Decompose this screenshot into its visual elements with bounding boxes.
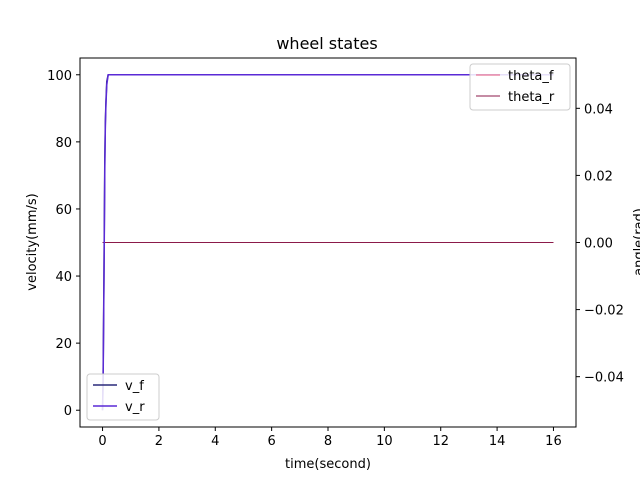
x-tick-label: 2 xyxy=(155,434,163,449)
x-tick-label: 10 xyxy=(376,434,393,449)
y-axis-right: −0.04 −0.02 0.00 0.02 0.04 xyxy=(576,102,624,386)
x-axis-label: time(second) xyxy=(285,457,371,472)
y-left-tick-label: 40 xyxy=(55,270,72,285)
x-tick-label: 4 xyxy=(211,434,219,449)
y-right-tick-label: 0.00 xyxy=(584,237,613,252)
x-tick-label: 8 xyxy=(324,434,332,449)
legend-label-theta_r: theta_r xyxy=(508,90,555,105)
y-left-tick-label: 100 xyxy=(47,69,72,84)
x-tick-label: 0 xyxy=(98,434,106,449)
series-line-v_r xyxy=(101,74,554,411)
chart-title: wheel states xyxy=(276,34,377,53)
legend-label-v_r: v_r xyxy=(125,400,145,415)
y-left-tick-label: 20 xyxy=(55,337,72,352)
legend-velocity: v_f v_r xyxy=(86,373,160,421)
x-tick-label: 12 xyxy=(432,434,449,449)
x-tick-label: 6 xyxy=(267,434,275,449)
x-tick-label: 14 xyxy=(489,434,506,449)
legend-angle: theta_f theta_r xyxy=(469,63,571,111)
legend-box xyxy=(86,373,160,421)
y-right-tick-label: −0.02 xyxy=(584,304,624,319)
x-tick-label: 16 xyxy=(545,434,562,449)
legend-label-v_f: v_f xyxy=(125,379,144,394)
y-right-tick-label: 0.02 xyxy=(584,169,613,184)
series-layer xyxy=(101,74,554,411)
y-left-tick-label: 80 xyxy=(55,136,72,151)
y-right-tick-label: 0.04 xyxy=(584,102,613,117)
y-axis-right-label: angle(rad) xyxy=(632,208,640,276)
x-axis: 0 2 4 6 8 10 12 14 16 xyxy=(98,427,562,449)
y-right-tick-label: −0.04 xyxy=(584,371,624,386)
y-axis-left: 0 20 40 60 80 100 xyxy=(47,69,80,419)
legend-label-theta_f: theta_f xyxy=(508,69,554,84)
y-axis-left-label: velocity(mm/s) xyxy=(25,193,40,290)
y-left-tick-label: 0 xyxy=(64,404,72,419)
y-left-tick-label: 60 xyxy=(55,203,72,218)
